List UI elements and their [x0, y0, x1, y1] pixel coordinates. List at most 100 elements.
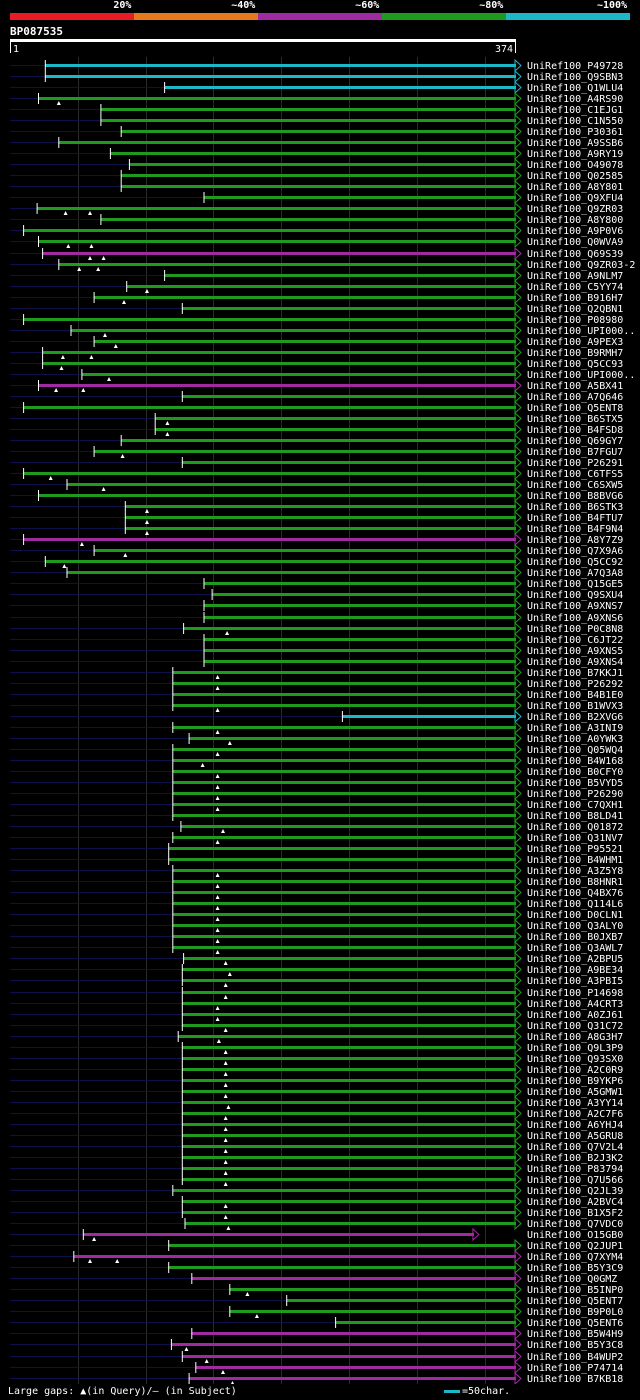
hit-bar [204, 638, 516, 641]
hit-end-arrow-icon [514, 1194, 522, 1209]
query-start-label: 1 [13, 44, 19, 55]
hit-label: UniRef100_Q5ENT7 [527, 1296, 623, 1307]
hit-end-arrow-icon [514, 477, 522, 492]
hit-bar [168, 858, 516, 861]
gap-marker-icon [215, 906, 220, 910]
hit-label: UniRef100_A2C7F6 [527, 1109, 623, 1120]
hit-end-arrow-icon [514, 179, 522, 194]
hit-label: UniRef100_Q15GE5 [527, 579, 623, 590]
hit-end-arrow-icon [514, 1139, 522, 1154]
gap-marker-icon [81, 388, 86, 392]
hit-label: UniRef100_P26290 [527, 789, 623, 800]
hit-bar [125, 516, 517, 519]
hit-end-arrow-icon [514, 598, 522, 613]
hit-bar [94, 340, 516, 343]
hit-label: UniRef100_Q2JUP1 [527, 1241, 623, 1252]
hit-bar [155, 417, 516, 420]
hit-bar [172, 704, 517, 707]
hit-label: UniRef100_C1EJG1 [527, 105, 623, 116]
hit-end-arrow-icon [514, 521, 522, 536]
hit-end-arrow-icon [514, 488, 522, 503]
gap-marker-icon [184, 1347, 189, 1351]
gap-marker-icon [223, 1083, 228, 1087]
hit-bar [335, 1321, 516, 1324]
hit-bar [172, 803, 517, 806]
hit-bar [45, 64, 517, 67]
hit-bar [100, 119, 517, 122]
hit-bar [100, 218, 517, 221]
hit-end-arrow-icon [514, 1326, 522, 1341]
hit-end-arrow-icon [514, 819, 522, 834]
gap-marker-icon [120, 454, 125, 458]
gap-marker-icon [215, 752, 220, 756]
hit-bar [172, 935, 517, 938]
hit-bar [212, 593, 516, 596]
hit-label: UniRef100_Q9SBN3 [527, 72, 623, 83]
hit-end-arrow-icon [472, 1227, 480, 1242]
gap-marker-icon [62, 564, 67, 568]
hit-end-arrow-icon [514, 146, 522, 161]
hit-label: UniRef100_Q31NV7 [527, 833, 623, 844]
hit-end-arrow-icon [514, 951, 522, 966]
gap-marker-icon [215, 686, 220, 690]
hit-end-arrow-icon [514, 1315, 522, 1330]
hit-bar [94, 450, 516, 453]
hit-label: UniRef100_P08980 [527, 315, 623, 326]
hit-label: UniRef100_Q02585 [527, 171, 623, 182]
hit-label: UniRef100_D0CLN1 [527, 910, 623, 921]
hit-label: UniRef100_A6YHJ4 [527, 1120, 623, 1131]
hit-bar [183, 957, 516, 960]
hit-bar [182, 979, 517, 982]
hit-label: UniRef100_P83794 [527, 1164, 623, 1175]
legend-label-1: 20% [113, 0, 132, 11]
hit-label: UniRef100_UPI000.. [527, 326, 635, 337]
hit-end-arrow-icon [514, 1029, 522, 1044]
gap-marker-icon [200, 763, 205, 767]
gap-marker-icon [145, 520, 149, 524]
gap-marker-icon [113, 344, 118, 348]
hit-bar [168, 847, 516, 850]
gap-marker-icon [122, 300, 126, 304]
gap-marker-icon [223, 1149, 228, 1153]
hit-label: UniRef100_A2C0R9 [527, 1065, 623, 1076]
hit-label: UniRef100_C7QXH1 [527, 800, 623, 811]
hit-label: UniRef100_Q7U566 [527, 1175, 623, 1186]
hit-bar [172, 880, 517, 883]
query-bar [10, 39, 516, 42]
hit-label: UniRef100_A7Q3A8 [527, 568, 623, 579]
gap-marker-icon [227, 741, 232, 745]
hit-end-arrow-icon [514, 1117, 522, 1132]
hit-end-arrow-icon [514, 1051, 522, 1066]
hit-bar [164, 86, 516, 89]
gap-marker-icon [215, 939, 220, 943]
hit-end-arrow-icon [514, 1161, 522, 1176]
hit-end-arrow-icon [514, 257, 522, 272]
gap-marker-icon [223, 1050, 228, 1054]
hit-bar [37, 207, 516, 210]
hit-label: UniRef100_B9RMH7 [527, 348, 623, 359]
hit-end-arrow-icon [514, 1216, 522, 1231]
gap-marker-icon [165, 432, 170, 436]
hit-label: UniRef100_B4W168 [527, 756, 623, 767]
legend-swatch-1 [10, 13, 134, 20]
gap-marker-icon [215, 840, 220, 844]
hit-label: UniRef100_A9NLM7 [527, 271, 623, 282]
hit-bar [286, 1299, 516, 1302]
gap-marker-icon [88, 211, 92, 215]
hit-end-arrow-icon [514, 654, 522, 669]
hit-label: UniRef100_A9XNS5 [527, 646, 623, 657]
legend-swatch-5 [506, 13, 630, 20]
hit-bar [94, 296, 516, 299]
legend-label-2: ~40% [231, 0, 256, 11]
hit-end-arrow-icon [514, 687, 522, 702]
hit-end-arrow-icon [514, 1271, 522, 1286]
hit-end-arrow-icon [514, 268, 522, 283]
gap-marker-icon [223, 1127, 228, 1131]
hit-end-arrow-icon [514, 676, 522, 691]
hit-label: UniRef100_Q9L3P9 [527, 1043, 623, 1054]
hit-bar [172, 682, 517, 685]
hit-label: UniRef100_Q7V2L4 [527, 1142, 623, 1153]
hit-end-arrow-icon [514, 422, 522, 437]
hit-end-arrow-icon [514, 532, 522, 547]
